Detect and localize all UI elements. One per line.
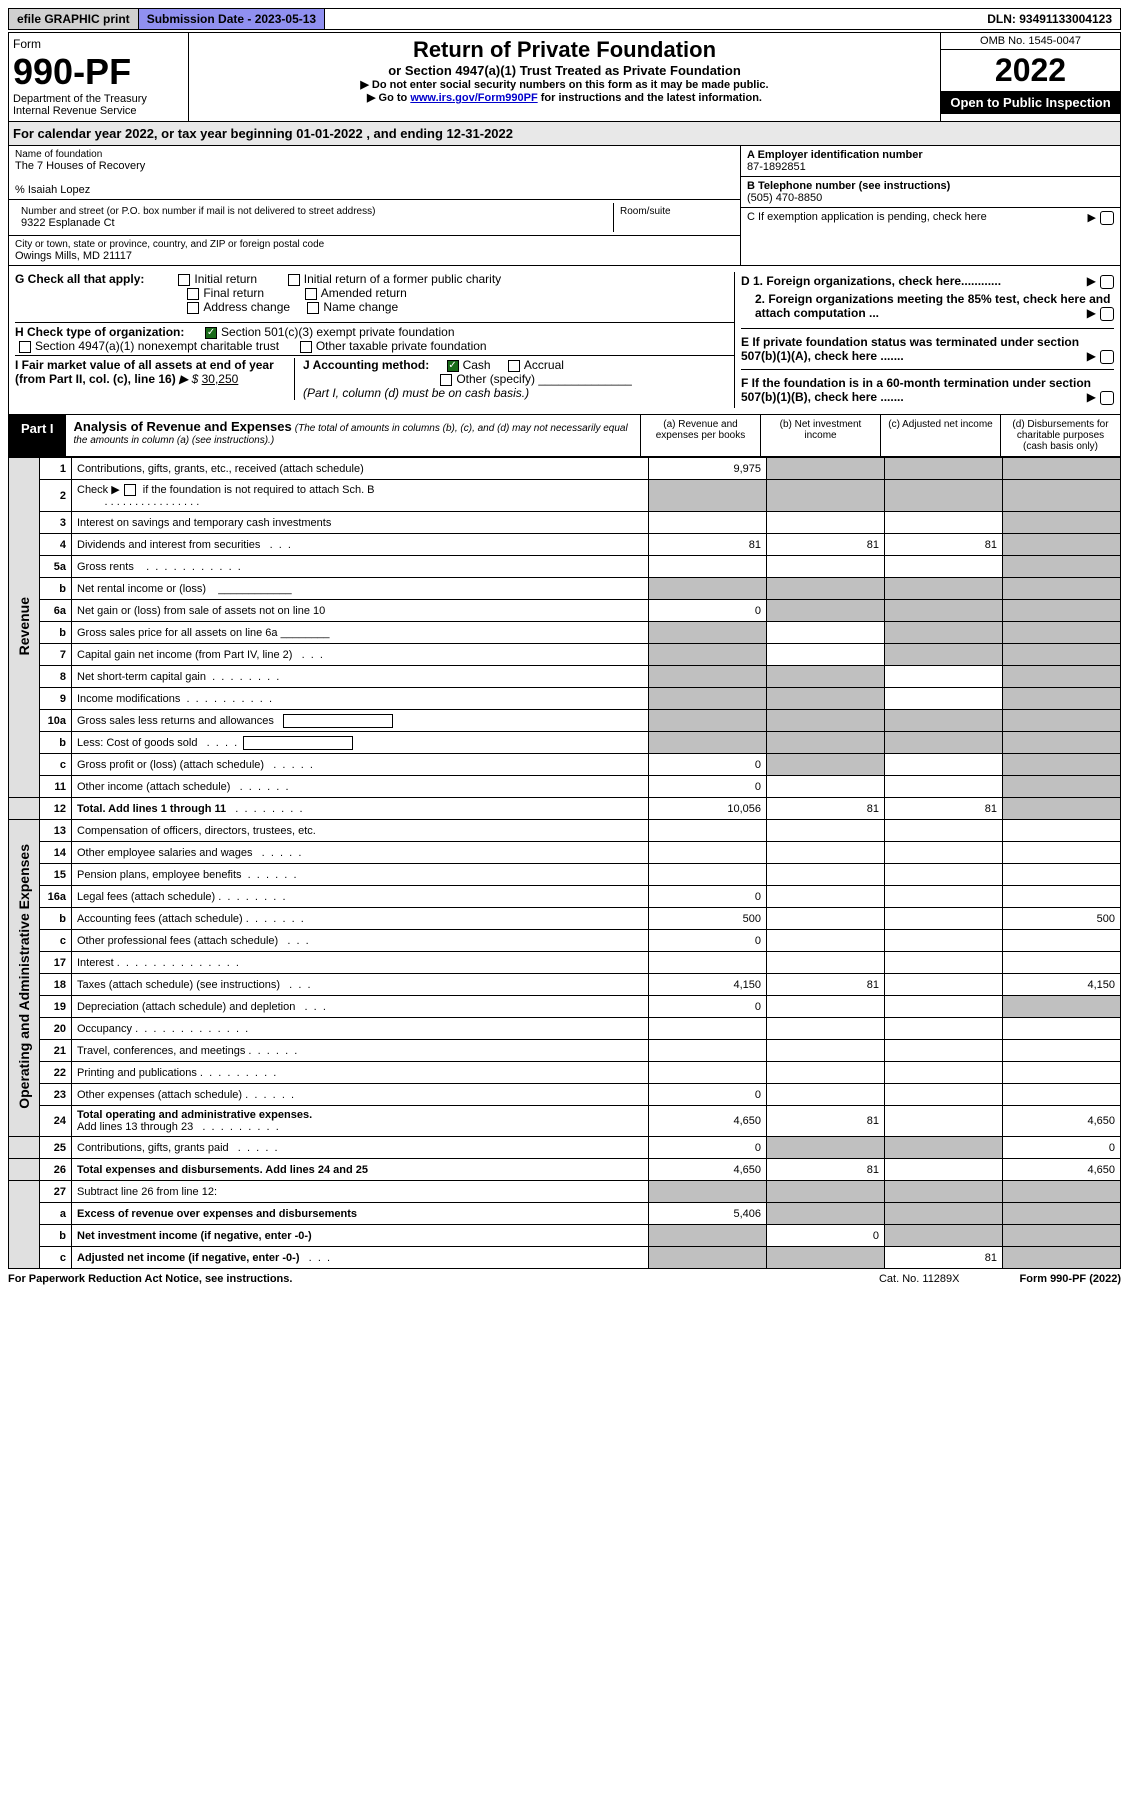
e-label: E If private foundation status was termi… xyxy=(741,335,1079,363)
cash-checkbox[interactable] xyxy=(447,360,459,372)
other-method-checkbox[interactable] xyxy=(440,374,452,386)
form-page: efile GRAPHIC print Submission Date - 20… xyxy=(0,0,1129,1297)
j-label: J Accounting method: xyxy=(303,358,429,372)
form-number: 990-PF xyxy=(13,51,184,93)
expenses-label: Operating and Administrative Expenses xyxy=(14,824,34,1129)
h-label: H Check type of organization: xyxy=(15,325,184,339)
final-return-checkbox[interactable] xyxy=(187,288,199,300)
amended-checkbox[interactable] xyxy=(305,288,317,300)
instruction-1: ▶ Do not enter social security numbers o… xyxy=(193,78,936,91)
form-link[interactable]: www.irs.gov/Form990PF xyxy=(410,92,537,104)
cat-number: Cat. No. 11289X xyxy=(879,1273,960,1285)
form-header: Form 990-PF Department of the Treasury I… xyxy=(8,32,1121,122)
j-note: (Part I, column (d) must be on cash basi… xyxy=(303,386,529,400)
initial-former-checkbox[interactable] xyxy=(288,274,300,286)
4947-checkbox[interactable] xyxy=(19,341,31,353)
calendar-year-row: For calendar year 2022, or tax year begi… xyxy=(8,122,1121,146)
dept-label: Department of the Treasury xyxy=(13,93,184,105)
foundation-name: The 7 Houses of Recovery xyxy=(15,160,734,172)
form-title: Return of Private Foundation xyxy=(193,37,936,63)
check-section: G Check all that apply: Initial return I… xyxy=(8,266,1121,415)
tel-label: B Telephone number (see instructions) xyxy=(747,180,950,192)
name-change-checkbox[interactable] xyxy=(307,302,319,314)
addr-label: Number and street (or P.O. box number if… xyxy=(21,206,607,217)
dln: DLN: 93491133004123 xyxy=(979,9,1120,29)
f-label: F If the foundation is in a 60-month ter… xyxy=(741,376,1091,404)
part1-table: Revenue 1Contributions, gifts, grants, e… xyxy=(8,457,1121,1269)
col-a-header: (a) Revenue and expenses per books xyxy=(640,415,760,456)
accrual-checkbox[interactable] xyxy=(508,360,520,372)
col-b-header: (b) Net investment income xyxy=(760,415,880,456)
form-subtitle: or Section 4947(a)(1) Trust Treated as P… xyxy=(193,63,936,78)
schB-checkbox[interactable] xyxy=(124,484,136,496)
omb-number: OMB No. 1545-0047 xyxy=(941,33,1120,50)
city-label: City or town, state or province, country… xyxy=(15,239,734,250)
instruction-2: ▶ Go to www.irs.gov/Form990PF for instru… xyxy=(193,91,936,104)
name-label: Name of foundation xyxy=(15,149,734,160)
f-checkbox[interactable] xyxy=(1100,391,1114,405)
d1-checkbox[interactable] xyxy=(1100,275,1114,289)
part1-label: Part I xyxy=(9,415,66,456)
form-ref: Form 990-PF (2022) xyxy=(1020,1273,1122,1285)
initial-return-checkbox[interactable] xyxy=(178,274,190,286)
d2-label: 2. Foreign organizations meeting the 85%… xyxy=(755,292,1110,320)
tax-year: 2022 xyxy=(941,50,1120,91)
entity-info: Name of foundation The 7 Houses of Recov… xyxy=(8,146,1121,266)
pending-checkbox[interactable] xyxy=(1100,211,1114,225)
page-footer: For Paperwork Reduction Act Notice, see … xyxy=(8,1269,1121,1289)
top-bar: efile GRAPHIC print Submission Date - 20… xyxy=(8,8,1121,30)
tel-value: (505) 470-8850 xyxy=(747,192,822,204)
paperwork-notice: For Paperwork Reduction Act Notice, see … xyxy=(8,1273,292,1285)
revenue-label: Revenue xyxy=(14,577,34,675)
fmv-value: 30,250 xyxy=(202,372,239,386)
irs-label: Internal Revenue Service xyxy=(13,105,184,117)
ein-value: 87-1892851 xyxy=(747,161,806,173)
room-label: Room/suite xyxy=(614,203,734,232)
part1-header: Part I Analysis of Revenue and Expenses … xyxy=(8,415,1121,457)
form-label: Form xyxy=(13,37,184,51)
501c3-checkbox[interactable] xyxy=(205,327,217,339)
d1-label: D 1. Foreign organizations, check here..… xyxy=(741,274,1001,288)
city-state-zip: Owings Mills, MD 21117 xyxy=(15,250,734,262)
g-label: G Check all that apply: xyxy=(15,272,144,286)
part1-title: Analysis of Revenue and Expenses xyxy=(74,419,292,434)
street-address: 9322 Esplanade Ct xyxy=(21,217,607,229)
address-change-checkbox[interactable] xyxy=(187,302,199,314)
d2-checkbox[interactable] xyxy=(1100,307,1114,321)
e-checkbox[interactable] xyxy=(1100,350,1114,364)
submission-date: Submission Date - 2023-05-13 xyxy=(139,9,325,29)
efile-button[interactable]: efile GRAPHIC print xyxy=(9,9,139,29)
pending-label: C If exemption application is pending, c… xyxy=(747,211,987,223)
ein-label: A Employer identification number xyxy=(747,149,923,161)
col-c-header: (c) Adjusted net income xyxy=(880,415,1000,456)
col-d-header: (d) Disbursements for charitable purpose… xyxy=(1000,415,1120,456)
other-taxable-checkbox[interactable] xyxy=(300,341,312,353)
open-public-badge: Open to Public Inspection xyxy=(941,91,1120,114)
care-of: % Isaiah Lopez xyxy=(15,184,734,196)
